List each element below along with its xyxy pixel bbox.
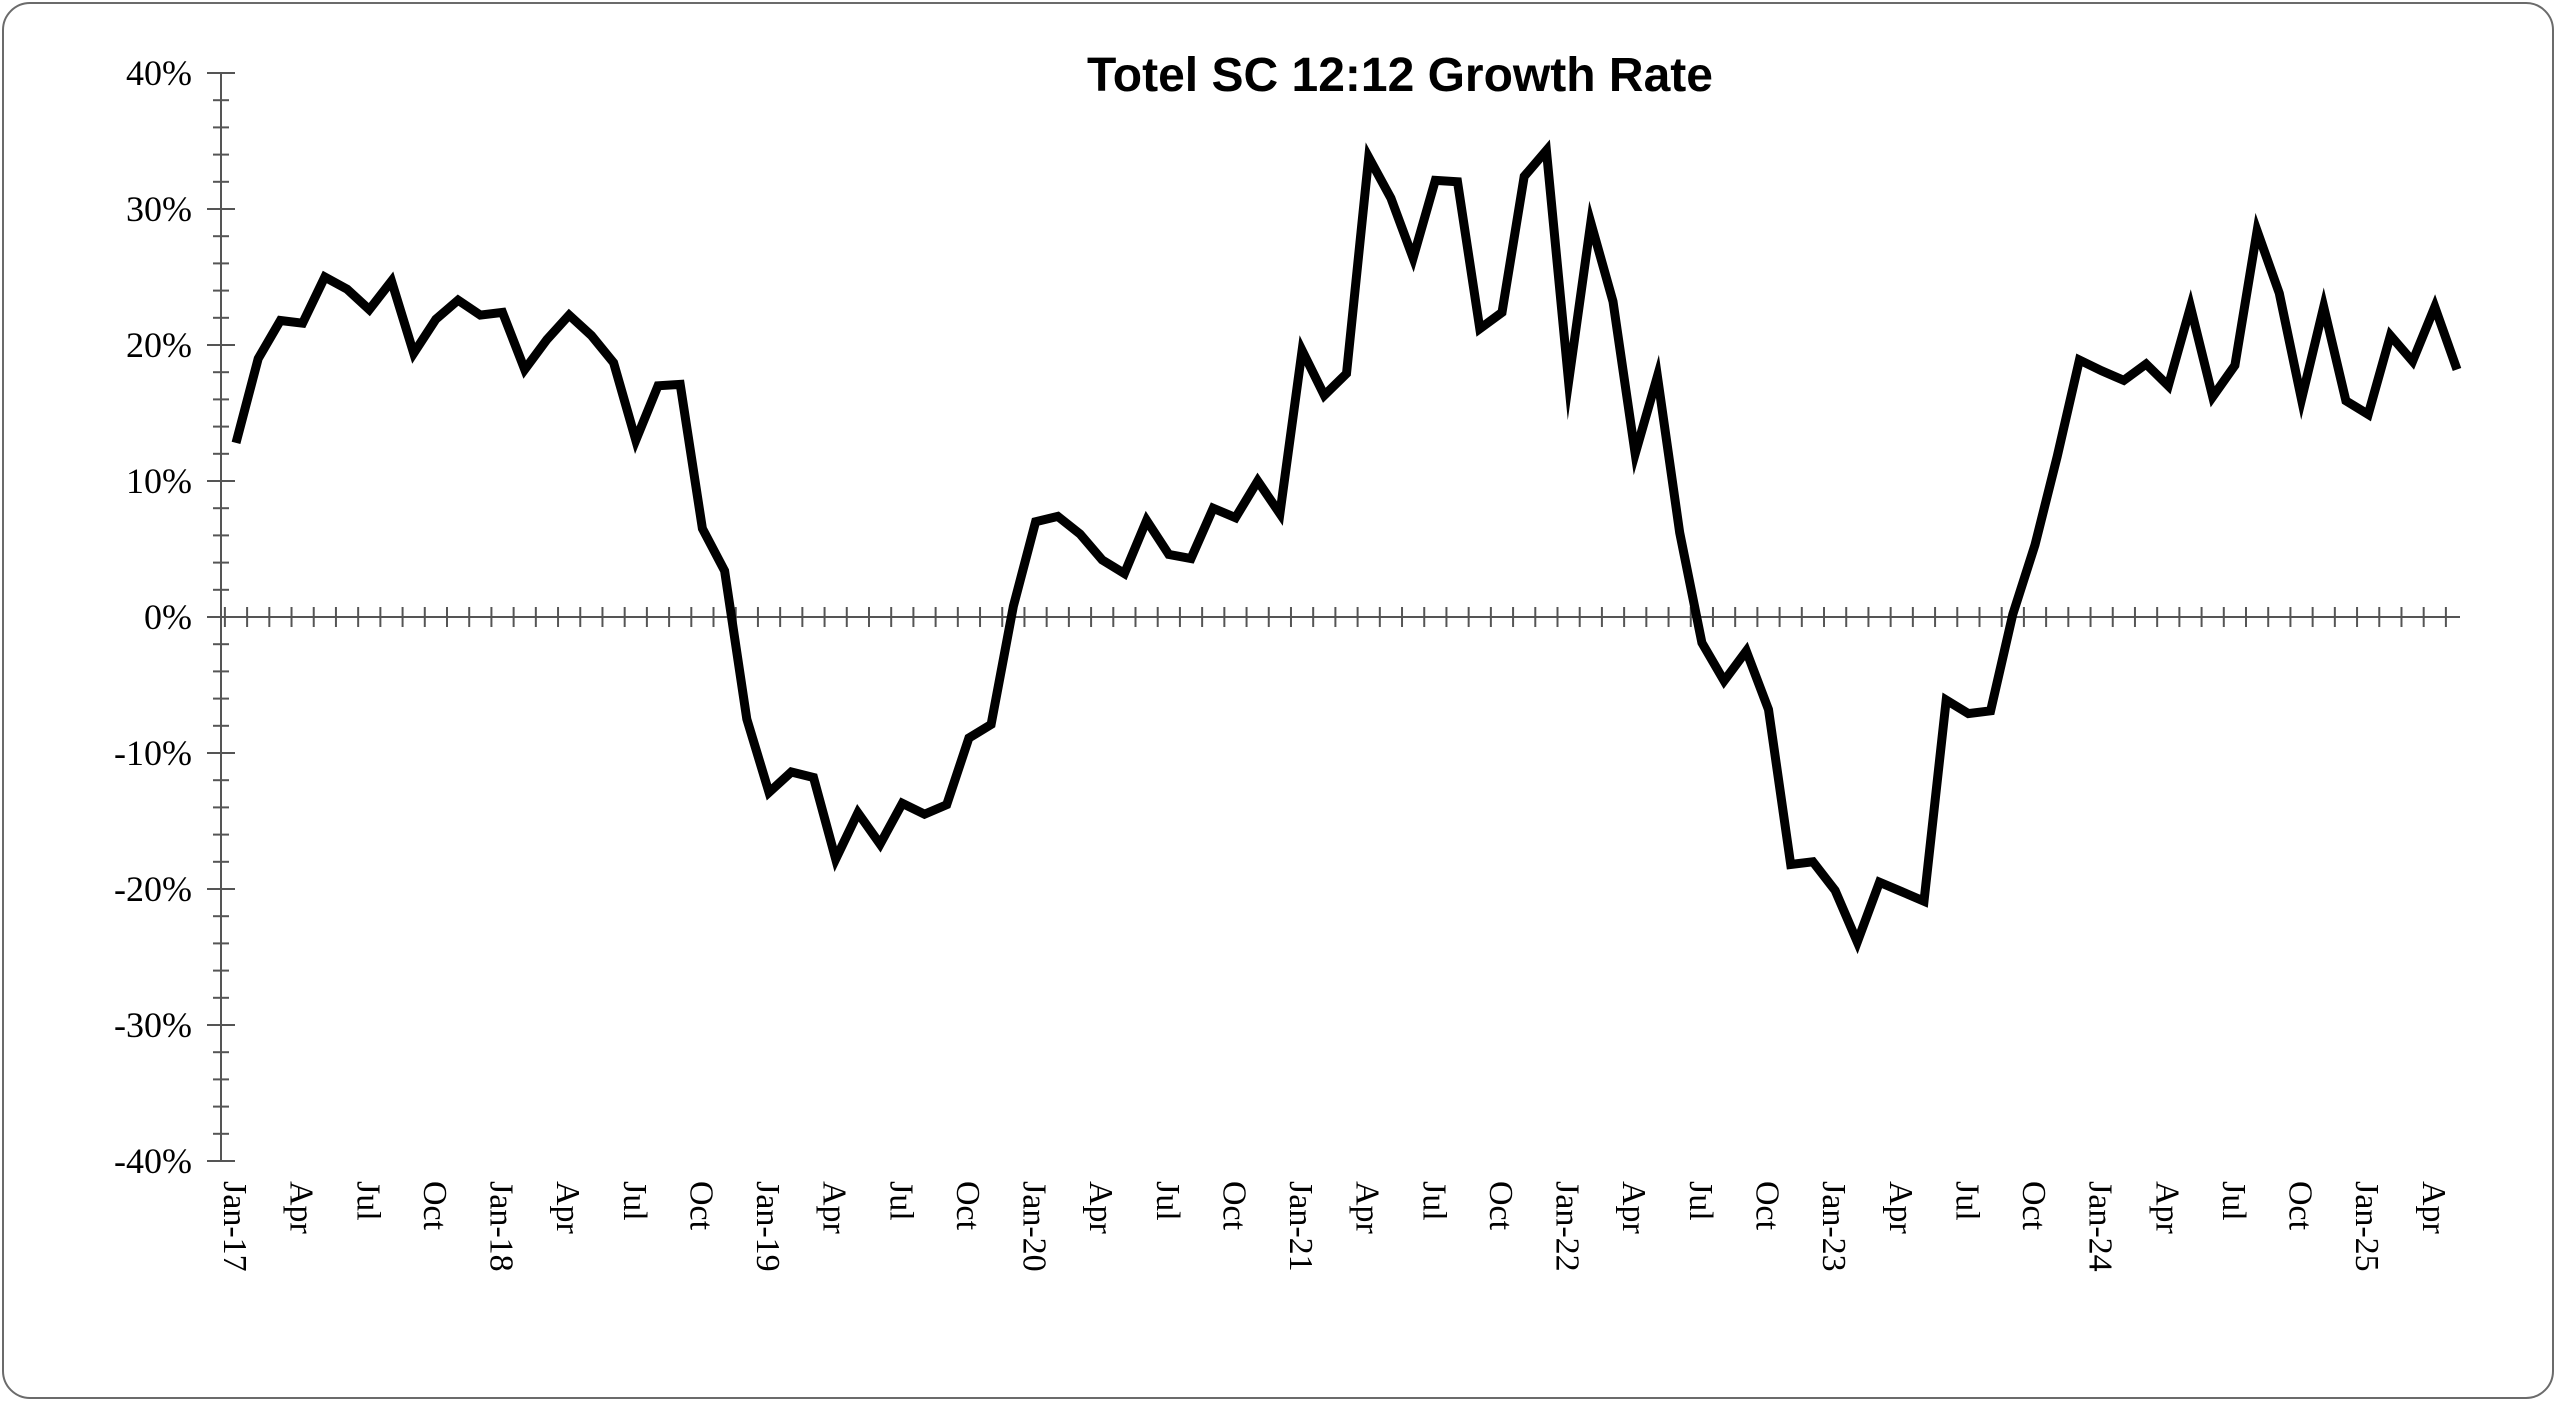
x-tick-label: Jan-19 [749,1181,786,1272]
x-tick-label: Jan-25 [2348,1181,2385,1272]
y-tick-label: -30% [114,1005,192,1045]
y-tick-label: 20% [126,325,192,365]
x-tick-label: Apr [283,1181,320,1235]
x-tick-label: Jul [349,1181,386,1221]
x-tick-label: Jan-23 [1815,1181,1852,1272]
x-tick-label: Oct [2282,1181,2319,1231]
y-tick-label: 30% [126,189,192,229]
x-tick-label: Apr [2415,1181,2452,1235]
x-tick-label: Jul [616,1181,653,1221]
x-tick-label: Jul [1948,1181,1985,1221]
x-tick-label: Apr [1882,1181,1919,1235]
x-axis: Jan-17 Apr Jul Oct Jan-18 Apr Jul Oct Jan-19 Apr J… [216,607,2460,1272]
x-tick-label: Oct [2015,1181,2052,1231]
series-line [231,139,2462,955]
x-tick-label: Jul [2215,1181,2252,1221]
x-tick-label: Apr [1615,1181,1652,1235]
x-tick-label: Jan-20 [1016,1181,1053,1272]
x-tick-label: Apr [1082,1181,1119,1235]
y-tick-label: 0% [144,597,192,637]
x-tick-label: Jan-17 [216,1181,253,1272]
x-tick-label: Jan-21 [1282,1181,1319,1272]
y-tick-label: 40% [126,53,192,93]
x-tick-label: Apr [816,1181,853,1235]
x-tick-label: Jan-18 [483,1181,520,1272]
x-tick-label: Oct [1215,1181,1252,1231]
x-tick-label: Jul [882,1181,919,1221]
x-tick-label: Jan-24 [2082,1181,2119,1272]
x-tick-label: Jul [1415,1181,1452,1221]
x-tick-label: Jul [1149,1181,1186,1221]
x-tick-label: Jul [1682,1181,1719,1221]
series-group [231,139,2462,955]
x-tick-label: Jan-22 [1549,1181,1586,1272]
x-tick-label: Apr [2148,1181,2185,1235]
x-tick-label: Oct [416,1181,453,1231]
y-tick-label: -20% [114,869,192,909]
x-tick-label: Oct [1748,1181,1785,1231]
chart-title: Totel SC 12:12 Growth Rate [1087,49,1713,102]
y-tick-label: -40% [114,1141,192,1181]
y-tick-label: 10% [126,461,192,501]
x-tick-label: Oct [682,1181,719,1231]
x-tick-label: Oct [1482,1181,1519,1231]
x-tick-label: Oct [949,1181,986,1231]
x-tick-label: Apr [549,1181,586,1235]
y-tick-label: -10% [114,733,192,773]
x-tick-label: Apr [1349,1181,1386,1235]
y-axis: 40% 30% 20% 10% 0% -10% -20% -30% -40% [114,53,235,1181]
